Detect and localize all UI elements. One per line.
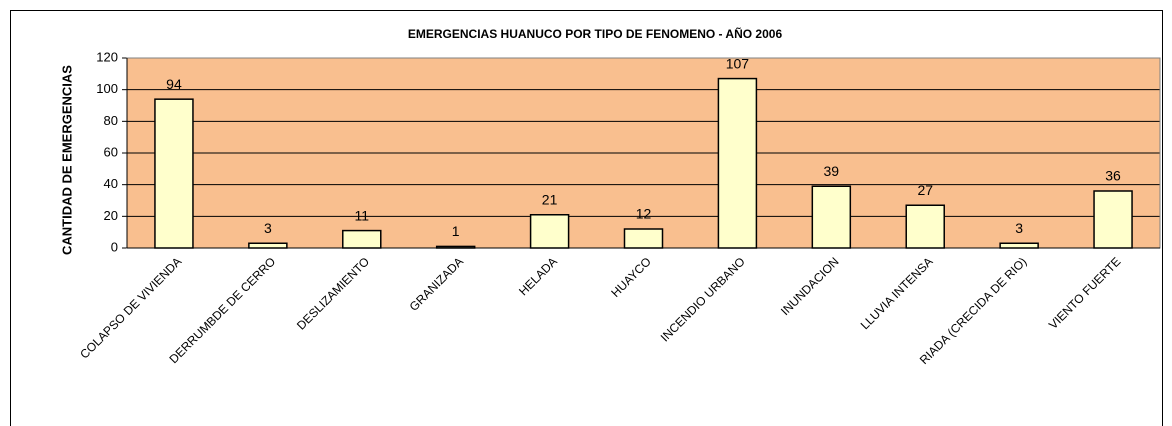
x-tick-label: INCENDIO URBANO: [658, 254, 748, 344]
x-tick-label: COLAPSO DE VIVIENDA: [77, 254, 184, 361]
bar: [154, 98, 194, 249]
value-label: 11: [354, 207, 369, 223]
chart-title: EMERGENCIAS HUANUCO POR TIPO DE FENOMENO…: [408, 26, 783, 41]
bar: [342, 229, 382, 249]
bar: [248, 242, 288, 249]
x-tick-label: RIADA (CRECIDA DE RIO): [917, 254, 1030, 367]
y-tick-label: 20: [104, 208, 118, 223]
x-tick-label: HUAYCO: [608, 254, 654, 300]
x-tick-label: LLUVIA INTENSA: [858, 254, 936, 332]
x-tick-label: VIENTO FUERTE: [1046, 254, 1123, 331]
x-tick-label: HELADA: [516, 254, 560, 298]
y-tick-label: 80: [104, 113, 118, 128]
value-label: 27: [917, 182, 933, 198]
value-label: 36: [1105, 168, 1121, 184]
bar: [717, 77, 758, 249]
value-label: 107: [726, 55, 750, 71]
x-tick-label: DESLIZAMIENTO: [294, 254, 372, 332]
y-tick-label: 0: [111, 239, 118, 254]
y-axis-label: CANTIDAD DE EMERGENCIAS: [59, 65, 74, 255]
value-label: 3: [1015, 220, 1023, 236]
chart-border: [10, 10, 1163, 426]
bar: [529, 214, 570, 249]
bar: [623, 228, 664, 249]
x-tick-label: INUNDACION: [778, 254, 842, 318]
bar: [905, 204, 945, 249]
bar: [999, 242, 1039, 249]
value-label: 3: [264, 220, 272, 236]
value-label: 94: [166, 76, 182, 92]
bar: [811, 185, 852, 249]
value-label: 12: [636, 206, 652, 222]
value-label: 21: [542, 191, 558, 207]
x-tick-label: GRANIZADA: [407, 254, 466, 313]
y-tick-label: 120: [96, 49, 118, 64]
bar: [1093, 190, 1133, 249]
y-tick-label: 100: [96, 81, 118, 96]
y-tick-label: 60: [104, 144, 118, 159]
y-tick-label: 40: [104, 176, 118, 191]
x-tick-label: DERRUMBDE DE CERRO: [166, 254, 278, 366]
value-label: 39: [824, 163, 840, 179]
value-label: 1: [452, 223, 460, 239]
